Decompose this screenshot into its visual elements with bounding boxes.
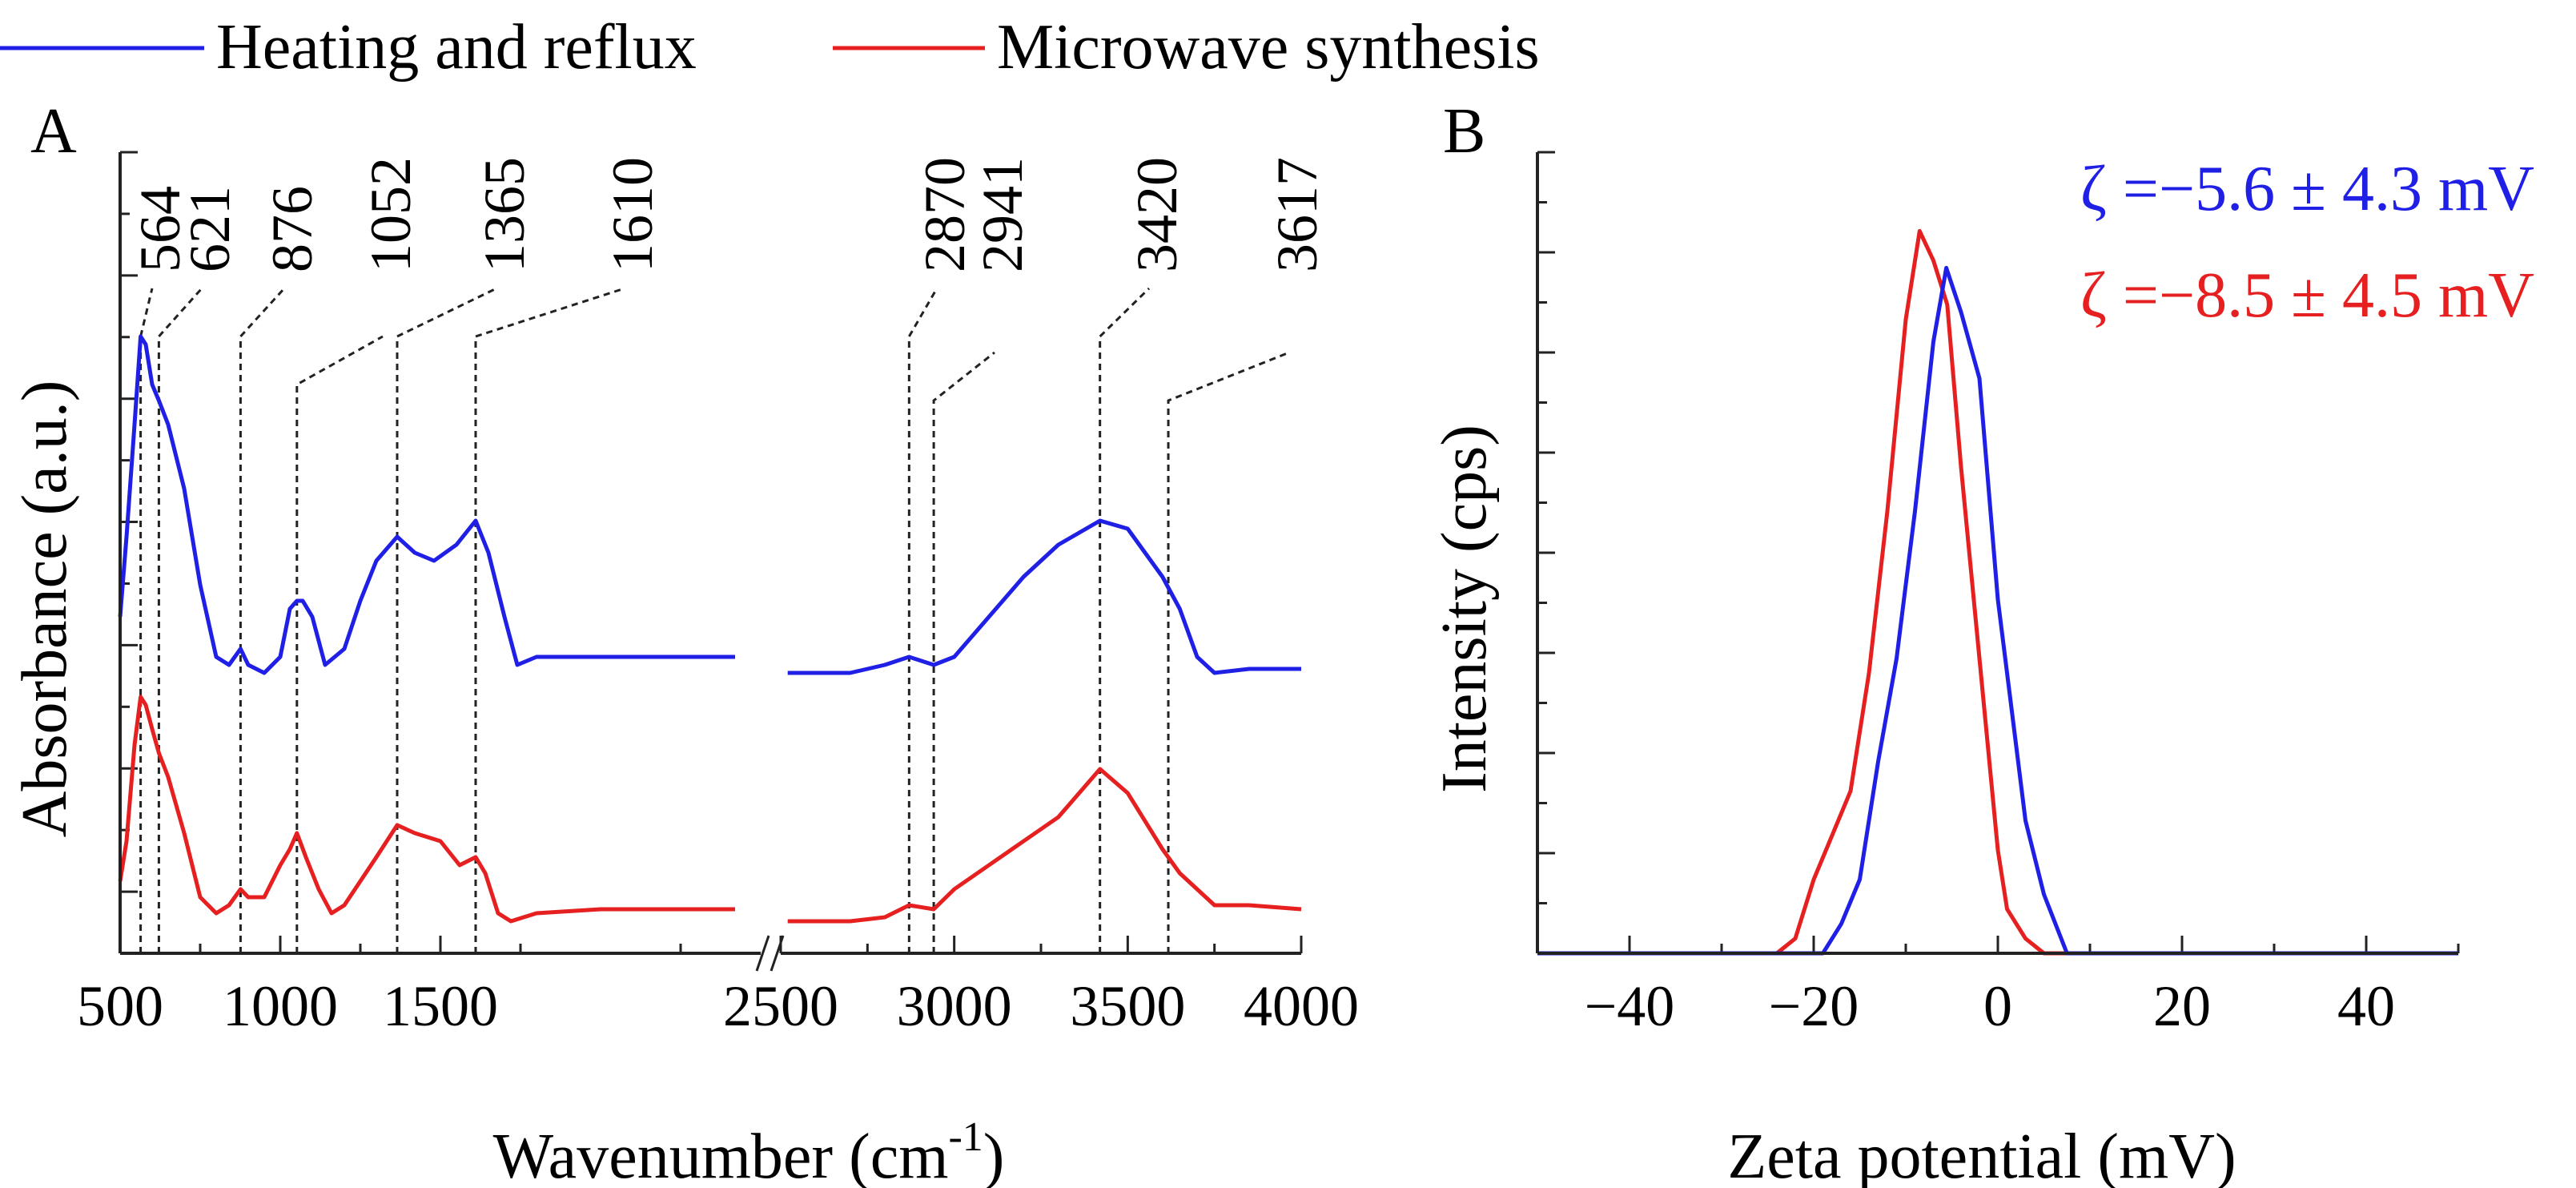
panel-a-x-axis-label: Wavenumber (cm-1) bbox=[493, 1114, 1005, 1188]
panel-a-axes bbox=[119, 152, 1301, 972]
series-line-heating bbox=[787, 518, 1301, 675]
panel-b-y-axis-label: Intensity (cps) bbox=[1429, 425, 1500, 793]
series-line-heating bbox=[118, 334, 735, 675]
panel-a-x-tick-label: 500 bbox=[77, 974, 163, 1038]
panel-a-x-tick-label: 3000 bbox=[897, 974, 1012, 1038]
panel-a-label: A bbox=[30, 96, 77, 167]
peak-line bbox=[907, 288, 938, 953]
panel-a-x-tick-label: 1000 bbox=[223, 974, 338, 1038]
panel-b-x-tick-label: 20 bbox=[2153, 974, 2211, 1038]
panel-a-ticks: 500 1000 1500 2500 3000 3500 4000 bbox=[77, 151, 1359, 1038]
panel-b: B −40 −20 0 20 40 ζ =−5.6 ± 4.3 mV ζ =−8.5 ±… bbox=[1429, 96, 2534, 1188]
panel-a-x-tick-label: 4000 bbox=[1244, 974, 1359, 1038]
peak-line bbox=[139, 288, 154, 953]
panel-b-axes bbox=[1536, 152, 2458, 955]
peak-label: 2941 bbox=[971, 157, 1035, 272]
peak-line bbox=[239, 287, 286, 953]
legend-label-heating: Heating and reflux bbox=[216, 12, 697, 83]
peak-label: 621 bbox=[178, 186, 242, 272]
panel-a-x-tick-label: 1500 bbox=[383, 974, 498, 1038]
legend: Heating and reflux Microwave synthesis bbox=[0, 12, 1540, 83]
peak-label: 564 bbox=[128, 186, 192, 272]
zeta-line-microwave bbox=[1537, 228, 2458, 956]
panel-b-x-tick-label: 40 bbox=[2337, 974, 2395, 1038]
peak-label: 2870 bbox=[913, 157, 977, 272]
panel-b-x-axis-label: Zeta potential (mV) bbox=[1727, 1122, 2236, 1188]
panel-a-x-tick-label: 3500 bbox=[1070, 974, 1185, 1038]
panel-a-series bbox=[118, 334, 1302, 924]
peak-label: 1365 bbox=[472, 157, 536, 272]
peak-label: 1052 bbox=[359, 157, 423, 272]
zeta-annotation-microwave: ζ =−8.5 ± 4.5 mV bbox=[2080, 260, 2534, 331]
panel-b-x-tick-label: −20 bbox=[1769, 974, 1859, 1038]
panel-b-series bbox=[1537, 228, 2458, 956]
peak-label: 1610 bbox=[601, 157, 665, 272]
panel-b-x-tick-label: −40 bbox=[1585, 974, 1675, 1038]
peak-label: 3420 bbox=[1125, 157, 1189, 272]
axis-break-mark bbox=[755, 935, 770, 972]
zeta-annotation-heating: ζ =−5.6 ± 4.3 mV bbox=[2080, 154, 2534, 224]
peak-line bbox=[932, 351, 995, 953]
peak-label: 876 bbox=[260, 186, 324, 272]
peak-line bbox=[1099, 287, 1151, 953]
series-line-microwave bbox=[118, 695, 735, 924]
panel-a-x-tick-label: 2500 bbox=[723, 974, 838, 1038]
panel-b-label: B bbox=[1443, 96, 1485, 167]
peak-line bbox=[474, 287, 625, 953]
legend-label-microwave: Microwave synthesis bbox=[997, 12, 1540, 83]
zeta-line-heating bbox=[1537, 265, 2458, 956]
panel-b-x-tick-label: 0 bbox=[1983, 974, 2012, 1038]
peak-line bbox=[295, 335, 384, 953]
peak-line bbox=[396, 287, 497, 953]
peak-line bbox=[157, 288, 203, 953]
panel-a-y-axis-label: Absorbance (a.u.) bbox=[10, 381, 80, 838]
series-line-microwave bbox=[787, 767, 1302, 924]
axis-break-mark bbox=[770, 935, 785, 972]
peak-label: 3617 bbox=[1265, 157, 1329, 272]
peak-line bbox=[1167, 351, 1290, 953]
